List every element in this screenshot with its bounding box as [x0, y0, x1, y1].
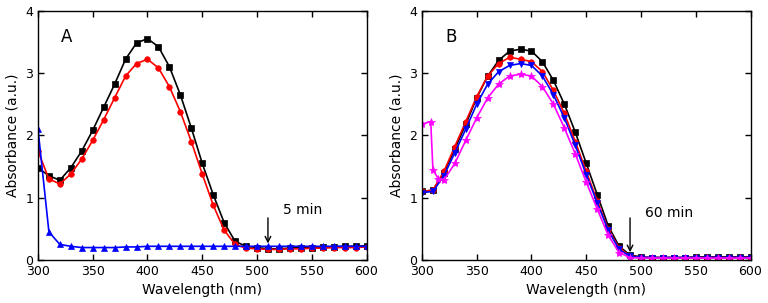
Text: A: A	[61, 28, 72, 46]
Text: B: B	[445, 28, 456, 46]
Text: 60 min: 60 min	[645, 206, 694, 220]
X-axis label: Wavelength (nm): Wavelength (nm)	[526, 283, 646, 298]
Y-axis label: Absorbance (a.u.): Absorbance (a.u.)	[389, 74, 403, 197]
X-axis label: Wavelength (nm): Wavelength (nm)	[142, 283, 262, 298]
Y-axis label: Absorbance (a.u.): Absorbance (a.u.)	[5, 74, 19, 197]
Text: 5 min: 5 min	[283, 203, 323, 217]
